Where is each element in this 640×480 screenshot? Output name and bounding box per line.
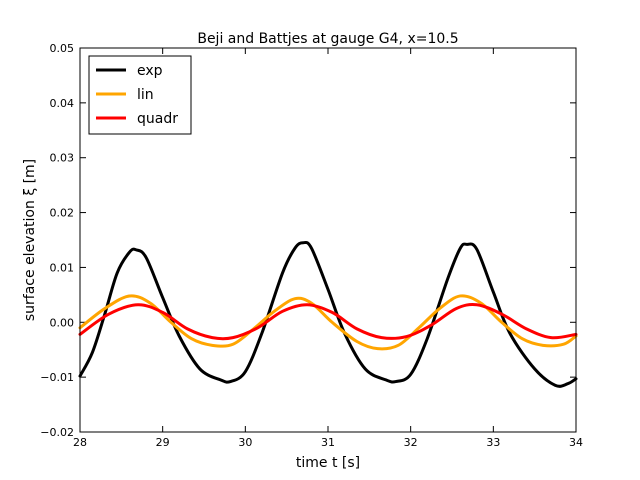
series-layer — [78, 240, 578, 388]
x-tick-label: 30 — [238, 436, 252, 449]
x-tick-label: 28 — [73, 436, 87, 449]
chart-title: Beji and Battjes at gauge G4, x=10.5 — [197, 31, 458, 47]
x-axis-ticks: 28 29 30 31 32 33 34 — [73, 48, 583, 449]
series-line-exp — [78, 240, 578, 388]
x-tick-label: 34 — [569, 436, 583, 449]
series-line-quadr — [78, 302, 578, 341]
y-tick-label: −0.01 — [40, 371, 74, 384]
y-axis-title: surface elevation ξ [m] — [22, 159, 38, 321]
y-tick-label: 0.02 — [50, 207, 75, 220]
legend-label-exp: exp — [137, 63, 163, 79]
x-axis-title: time t [s] — [296, 455, 360, 471]
y-tick-label: −0.02 — [40, 426, 74, 439]
y-axis-ticks: −0.02 −0.01 0.00 0.01 0.02 0.03 0.04 0.05 — [40, 42, 576, 439]
x-tick-label: 29 — [156, 436, 170, 449]
x-tick-label: 32 — [404, 436, 418, 449]
y-tick-label: 0.04 — [50, 97, 75, 110]
y-tick-label: 0.01 — [50, 261, 75, 274]
series-line-lin — [78, 294, 578, 351]
legend: exp lin quadr — [88, 55, 192, 135]
y-tick-label: 0.03 — [50, 152, 75, 165]
x-tick-label: 33 — [486, 436, 500, 449]
legend-label-quadr: quadr — [137, 111, 178, 127]
legend-label-lin: lin — [137, 87, 154, 103]
plot-frame — [79, 47, 577, 433]
x-tick-label: 31 — [321, 436, 335, 449]
y-tick-label: 0.00 — [50, 316, 75, 329]
y-tick-label: 0.05 — [50, 42, 75, 55]
